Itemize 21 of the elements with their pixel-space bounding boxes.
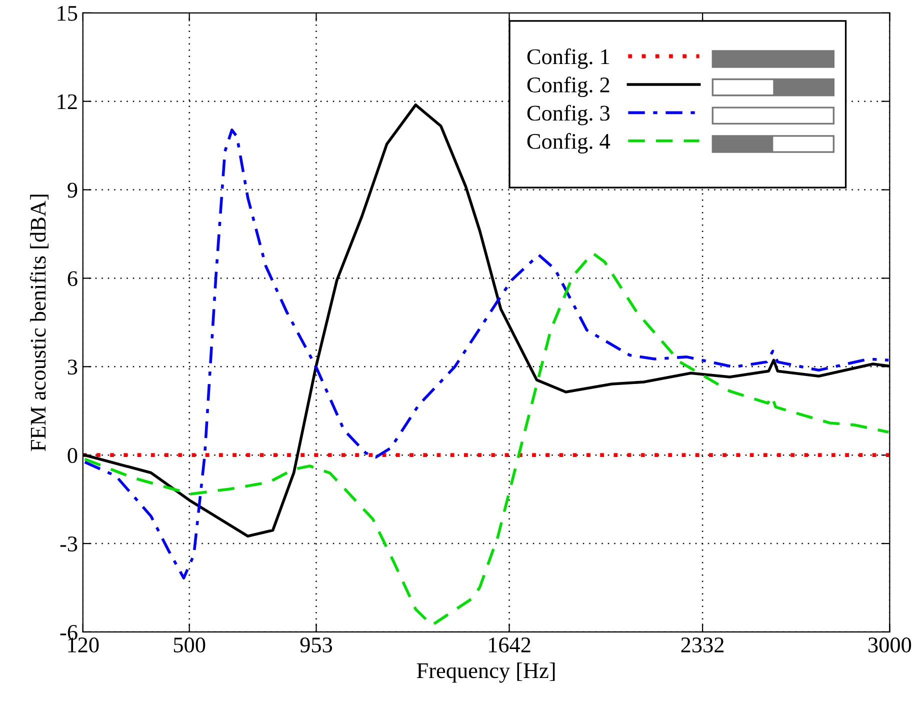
y-tick-label: -3: [60, 536, 78, 552]
x-axis-title: Frequency [Hz]: [416, 662, 555, 683]
y-tick-label: 9: [68, 182, 78, 198]
x-tick-label: 3000: [868, 637, 912, 652]
x-tick-label: 1642: [488, 638, 530, 652]
line-series: [83, 252, 890, 627]
y-tick-label: 0: [68, 448, 78, 464]
y-tick-label: 6: [68, 271, 78, 286]
x-tick-label: 120: [68, 637, 99, 652]
legend-label: Config. 4: [527, 133, 610, 154]
y-tick-label: 15: [58, 6, 78, 21]
x-tick-label: 500: [174, 637, 206, 652]
legend-label: Config. 3: [527, 104, 610, 126]
y-axis-title: FEM acoustic benifits [dBA]: [30, 194, 48, 452]
y-tick-label: 12: [58, 94, 77, 110]
y-tick-label: -6: [60, 624, 78, 640]
legend-label: Config. 1: [527, 48, 610, 69]
y-tick-label: 3: [68, 360, 78, 375]
x-tick-label: 2332: [681, 638, 724, 652]
legend-label: Config. 2: [527, 76, 610, 98]
x-tick-label: 953: [300, 638, 332, 652]
